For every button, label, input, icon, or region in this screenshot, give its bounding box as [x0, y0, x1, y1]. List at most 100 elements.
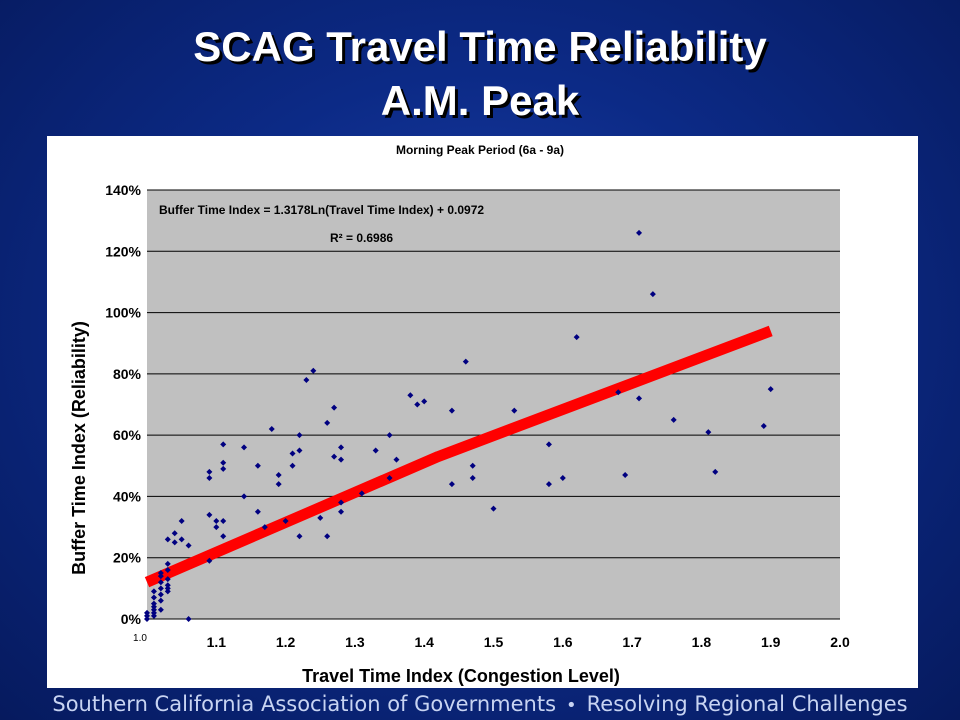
data-point: [157, 591, 164, 598]
data-point: [171, 530, 178, 537]
slide-title-line-1: SCAG Travel Time Reliability: [193, 23, 767, 70]
data-point: [303, 376, 310, 383]
data-point: [317, 514, 324, 521]
data-point: [573, 334, 580, 341]
data-point: [144, 609, 150, 616]
data-point: [469, 462, 476, 469]
data-point: [164, 588, 171, 595]
data-point: [261, 524, 268, 531]
data-point: [338, 499, 345, 506]
data-point: [164, 585, 171, 592]
x-tick-label: 1.7: [622, 634, 642, 650]
data-point: [144, 616, 150, 622]
data-point: [275, 471, 282, 478]
slide-title-line-2: A.M. Peak: [380, 77, 580, 124]
data-point: [241, 444, 248, 451]
x-tick-label: 1.1: [207, 634, 227, 650]
data-point: [150, 588, 157, 595]
data-point: [670, 416, 677, 423]
y-tick-label: 80%: [113, 366, 142, 382]
x-tick-label: 1.6: [553, 634, 573, 650]
data-point: [241, 493, 248, 500]
data-point: [490, 505, 497, 512]
data-point: [254, 462, 261, 469]
chart-title: Morning Peak Period (6a - 9a): [396, 143, 564, 157]
y-tick-label: 0%: [121, 611, 142, 627]
data-point: [157, 573, 164, 580]
data-point: [615, 389, 622, 396]
chart-panel: 0% 20% 40% 60% 80% 100% 120% 140% 1.0 1.1 1.2 1.3 1…: [47, 136, 918, 688]
data-point: [559, 475, 566, 482]
plot-area: [147, 190, 840, 619]
data-point: [164, 566, 171, 573]
data-point: [331, 404, 338, 411]
x-tick-label: 2.0: [830, 634, 850, 650]
data-point: [164, 536, 171, 543]
data-point: [150, 594, 157, 601]
data-point: [164, 560, 171, 567]
data-point: [220, 533, 227, 540]
y-tick-label: 140%: [105, 182, 141, 198]
data-point: [289, 462, 296, 469]
data-point: [164, 576, 171, 583]
data-point: [636, 229, 643, 236]
data-point: [545, 441, 552, 448]
data-point: [462, 358, 469, 365]
data-point: [220, 517, 227, 524]
data-points: [144, 229, 774, 622]
data-point: [296, 447, 303, 454]
data-point: [386, 475, 393, 482]
data-point: [185, 616, 192, 622]
data-point: [448, 481, 455, 488]
data-point: [338, 444, 345, 451]
data-point: [220, 465, 227, 472]
y-tick-label: 40%: [113, 488, 142, 504]
data-point: [421, 398, 428, 405]
scatter-chart: 0%20%40%60%80%100%120%140% 1.0 1.1 1.2 1.3 1…: [69, 143, 850, 686]
data-point: [324, 533, 331, 540]
x-tick-label: 1.4: [414, 634, 434, 650]
data-point: [289, 450, 296, 457]
data-point: [407, 392, 414, 399]
y-tick-label: 60%: [113, 427, 142, 443]
data-point: [178, 536, 185, 543]
footer-tagline: Resolving Regional Challenges: [586, 692, 908, 716]
data-point: [254, 508, 261, 515]
data-point: [150, 603, 157, 610]
data-point: [157, 585, 164, 592]
x-tick-label: 1.2: [276, 634, 296, 650]
data-point: [338, 508, 345, 515]
data-point: [296, 533, 303, 540]
x-tick-label: 1.8: [692, 634, 712, 650]
y-tick-label: 20%: [113, 550, 142, 566]
x-tick-label: 1.0: [133, 633, 147, 644]
data-point: [372, 447, 379, 454]
data-point: [331, 453, 338, 460]
trendline: [144, 325, 773, 588]
data-point: [150, 609, 157, 616]
data-point: [705, 429, 712, 436]
trendline-group: [144, 325, 773, 588]
data-point: [185, 542, 192, 549]
footer: Southern California Association of Gover…: [0, 690, 960, 720]
data-point: [386, 432, 393, 439]
data-point: [622, 471, 629, 478]
trendline-equation: Buffer Time Index = 1.3178Ln(Travel Time…: [159, 203, 484, 217]
footer-organization: Southern California Association of Gover…: [52, 692, 557, 716]
data-point: [144, 612, 150, 619]
data-point: [767, 386, 774, 393]
data-point: [649, 291, 656, 298]
data-point: [213, 524, 220, 531]
gridlines: [147, 189, 840, 620]
data-point: [206, 475, 213, 482]
data-point: [448, 407, 455, 414]
x-tick-labels: 1.0 1.1 1.2 1.3 1.4 1.5 1.6 1.7 1.8 1.9 2.0: [133, 633, 850, 650]
data-point: [545, 481, 552, 488]
y-tick-label: 120%: [105, 243, 141, 259]
data-point: [760, 422, 767, 429]
data-point: [414, 401, 421, 408]
data-point: [296, 432, 303, 439]
data-point: [150, 600, 157, 607]
data-point: [358, 490, 365, 497]
data-point: [157, 606, 164, 613]
